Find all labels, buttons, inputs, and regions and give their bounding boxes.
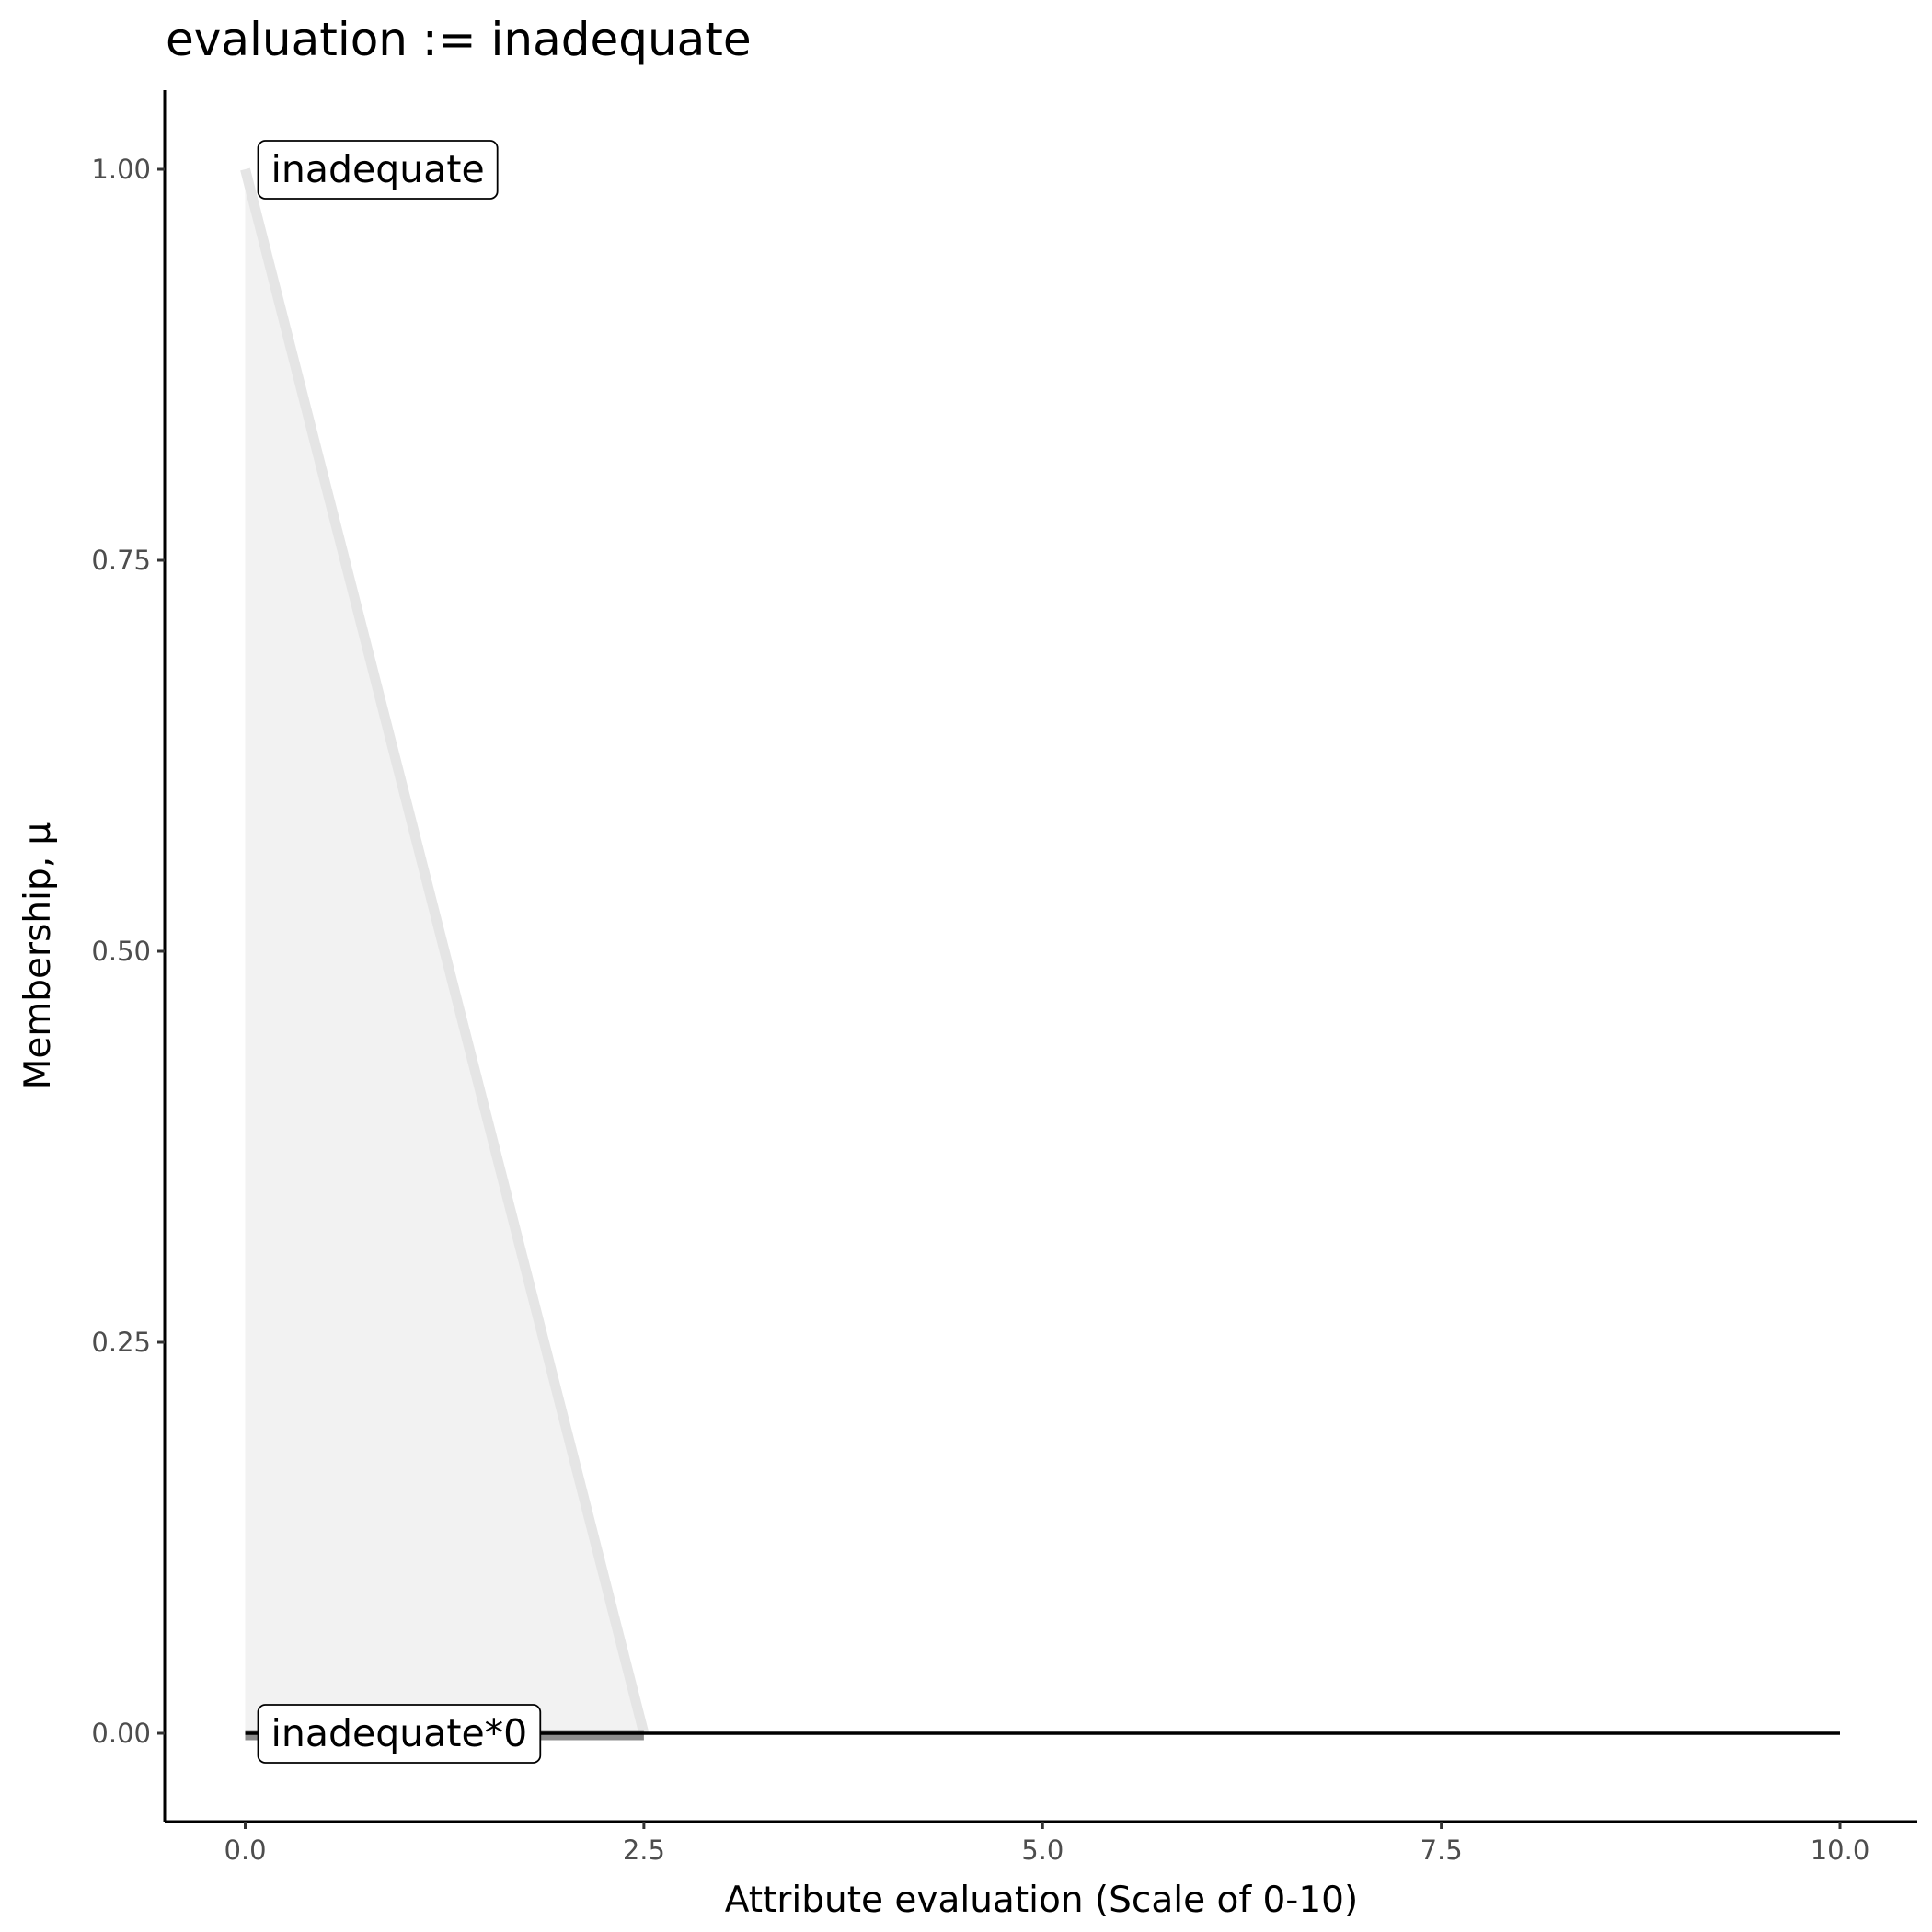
x-tick-label: 10.0 [1811,1834,1870,1866]
plot-area: inadequate inadequate*0 [240,140,1840,1764]
x-axis-title: Attribute evaluation (Scale of 0-10) [725,1880,1358,1921]
y-tick-label: 0.25 [91,1327,151,1358]
y-axis: 0.00 0.25 0.50 0.75 1.00 [91,90,167,1822]
y-tick-label: 1.00 [91,154,151,185]
x-tick-label: 7.5 [1420,1834,1463,1866]
y-tick-label: 0.00 [91,1718,151,1749]
y-tick-label: 0.75 [91,545,151,576]
annotation-label: inadequate [257,140,499,200]
x-tick-label: 2.5 [623,1834,665,1866]
annotation-box [257,140,499,200]
x-tick-label: 0.0 [224,1834,266,1866]
annotation-label: inadequate*0 [257,1704,542,1764]
x-axis: 0.0 2.5 5.0 7.5 10.0 [165,1820,1917,1866]
membership-line-inadequate [240,167,650,1735]
y-axis-title: Membership, μ [17,822,59,1090]
annotation-box [257,1704,542,1764]
y-tick-label: 0.50 [91,936,151,967]
annotation-text: inadequate*0 [271,1711,528,1755]
annotation-text: inadequate [271,147,485,191]
x-tick-label: 5.0 [1021,1834,1064,1866]
chart-title: evaluation := inadequate [166,13,752,66]
